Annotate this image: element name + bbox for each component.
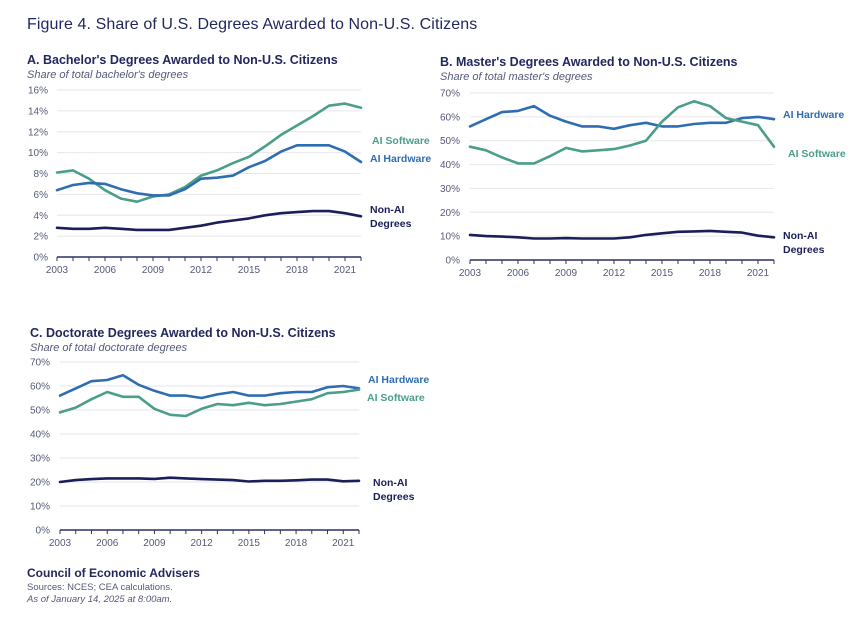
panel-a-y-tick-label: 16% [28, 86, 48, 97]
panel-a-subtitle: Share of total bachelor's degrees [27, 69, 189, 81]
panel-c-y-tick-label: 20% [30, 478, 50, 489]
panel-c-subtitle: Share of total doctorate degrees [30, 342, 188, 354]
panel-c-series-label-ai-hardware: AI Hardware [368, 374, 429, 386]
footer-sources: Sources: NCES; CEA calculations. [27, 582, 173, 593]
panel-b-x-tick-label: 2009 [555, 268, 578, 279]
panel-b-x-tick-label: 2012 [603, 268, 626, 279]
panel-b-x-tick-label: 2015 [651, 268, 674, 279]
panel-a-y-tick-label: 0% [34, 253, 49, 264]
panel-a-y-tick-label: 10% [28, 148, 48, 159]
panel-b-y-tick-label: 60% [440, 112, 460, 123]
panel-a-y-tick-label: 14% [28, 106, 48, 117]
panel-b-series-label-ai-hardware: AI Hardware [783, 109, 844, 121]
panel-a-x-tick-label: 2021 [334, 265, 357, 276]
panel-a-line-non-ai-degrees [55, 209, 363, 232]
footer-as-of: As of January 14, 2025 at 8:00am. [27, 594, 173, 605]
panel-a-x-tick-label: 2006 [94, 265, 117, 276]
panel-b-y-tick-label: 20% [440, 208, 460, 219]
panel-b-y-tick-label: 0% [446, 256, 461, 267]
panel-c-line-non-ai-degrees [58, 476, 361, 484]
panel-a-x-tick-label: 2009 [142, 265, 165, 276]
panel-b-y-tick-label: 10% [440, 232, 460, 243]
panel-a-series-label-ai-hardware: AI Hardware [370, 153, 431, 165]
panel-b-line-ai-software [468, 100, 776, 165]
panel-b-y-tick-label: 70% [440, 89, 460, 100]
panel-b-x-tick-label: 2018 [699, 268, 722, 279]
panel-a-line-ai-hardware [55, 144, 363, 197]
panel-a-y-tick-label: 2% [34, 232, 49, 243]
panel-b-x-tick-label: 2021 [747, 268, 770, 279]
panel-b-series-label-non-ai-degrees: Non-AI [783, 230, 817, 242]
panel-b-y-tick-label: 50% [440, 136, 460, 147]
panel-a-y-tick-label: 8% [34, 169, 49, 180]
panel-a-line-ai-software [55, 102, 363, 203]
panel-c-series-label-non-ai-degrees: Non-AI [373, 477, 407, 489]
panel-a-title: A. Bachelor's Degrees Awarded to Non-U.S… [27, 53, 338, 67]
panel-a-x-tick-label: 2018 [286, 265, 309, 276]
panel-b-series-label-ai-software: AI Software [788, 148, 846, 160]
figure-title: Figure 4. Share of U.S. Degrees Awarded … [27, 16, 478, 33]
panel-b-line-ai-hardware [468, 104, 776, 131]
panel-c-x-tick-label: 2003 [49, 538, 72, 549]
panel-a-series-label-non-ai-degrees-line2: Degrees [370, 218, 412, 230]
panel-c-y-tick-label: 10% [30, 502, 50, 513]
panel-c-line-ai-software [58, 388, 361, 418]
panel-c-x-tick-label: 2021 [332, 538, 355, 549]
panel-c-series-label-ai-software: AI Software [367, 392, 425, 404]
panel-a-y-tick-label: 4% [34, 211, 49, 222]
panel-c-y-tick-label: 30% [30, 454, 50, 465]
panel-b-line-non-ai-degrees [468, 229, 776, 240]
panel-c-y-tick-label: 0% [36, 526, 51, 537]
panel-c-line-ai-hardware [58, 373, 361, 400]
panel-a-x-tick-label: 2015 [238, 265, 261, 276]
panel-c-title: C. Doctorate Degrees Awarded to Non-U.S.… [30, 326, 336, 340]
panel-a-x-tick-label: 2012 [190, 265, 213, 276]
panel-c-y-tick-label: 70% [30, 358, 50, 369]
panel-a-y-tick-label: 12% [28, 127, 48, 138]
panel-c-y-tick-label: 40% [30, 430, 50, 441]
panel-c-series-label-non-ai-degrees-line2: Degrees [373, 491, 415, 503]
panel-b-subtitle: Share of total master's degrees [440, 71, 593, 83]
panel-a-series-label-ai-software: AI Software [372, 135, 430, 147]
panel-c-x-tick-label: 2006 [96, 538, 119, 549]
panel-a-y-tick-label: 6% [34, 190, 49, 201]
panel-c-y-tick-label: 60% [30, 382, 50, 393]
panel-c-x-tick-label: 2018 [285, 538, 308, 549]
panel-b-x-tick-label: 2006 [507, 268, 530, 279]
panel-b-y-tick-label: 40% [440, 160, 460, 171]
panel-c-x-tick-label: 2015 [238, 538, 261, 549]
panel-b-series-label-non-ai-degrees-line2: Degrees [783, 244, 825, 256]
panel-b-y-tick-label: 30% [440, 184, 460, 195]
footer-organization: Council of Economic Advisers [27, 566, 200, 580]
panel-b-title: B. Master's Degrees Awarded to Non-U.S. … [440, 55, 738, 69]
panel-c-x-tick-label: 2012 [191, 538, 214, 549]
panel-c-x-tick-label: 2009 [143, 538, 166, 549]
panel-c-y-tick-label: 50% [30, 406, 50, 417]
panel-a-series-label-non-ai-degrees: Non-AI [370, 204, 404, 216]
panel-a-x-tick-label: 2003 [46, 265, 69, 276]
panel-b-x-tick-label: 2003 [459, 268, 482, 279]
